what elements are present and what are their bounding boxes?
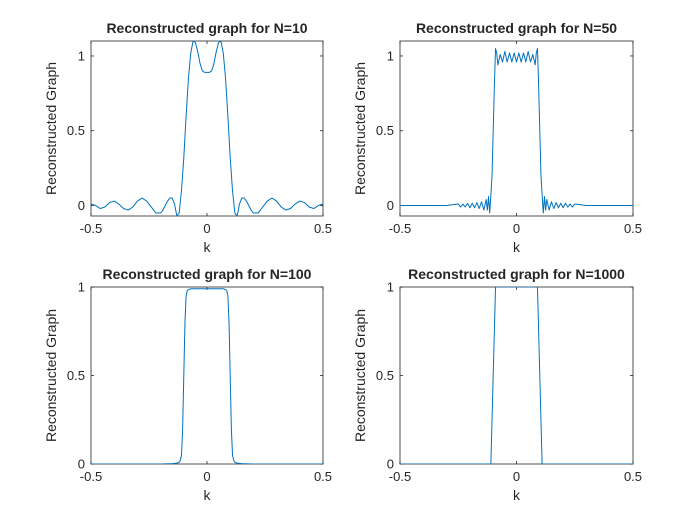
plot-area (399, 286, 634, 465)
y-tick-label: 1 (387, 280, 394, 295)
x-tick-label: 0.5 (314, 469, 332, 484)
chart-title: Reconstructed graph for N=1000 (408, 266, 625, 282)
plot-area (90, 40, 324, 217)
x-axis-label: k (204, 487, 212, 503)
x-tick-label: -0.5 (389, 221, 411, 236)
y-tick-label: 0.5 (376, 123, 394, 138)
x-tick-label: -0.5 (80, 469, 102, 484)
x-axis-label: k (513, 487, 521, 503)
x-tick-label: 0 (203, 221, 210, 236)
y-tick-label: 0 (78, 457, 85, 472)
y-axis-label: Reconstructed Graph (352, 309, 368, 442)
x-tick-label: 0.5 (314, 221, 332, 236)
chart-title: Reconstructed graph for N=100 (103, 266, 312, 282)
series-line (400, 47, 633, 214)
y-axis-label: Reconstructed Graph (43, 309, 59, 442)
x-tick-label: -0.5 (389, 469, 411, 484)
subplot-2: -0.5 0 0.5 0 0.5 1 Reconstructed graph for N=5… (352, 20, 642, 255)
plot-area (399, 40, 634, 217)
y-axis-label: Reconstructed Graph (43, 62, 59, 195)
y-tick-label: 1 (78, 280, 85, 295)
y-tick-label: 0 (387, 457, 394, 472)
x-tick-label: 0 (203, 469, 210, 484)
plot-area (90, 286, 324, 465)
y-tick-label: 0 (78, 198, 85, 213)
series-line (91, 288, 323, 464)
y-tick-label: 1 (387, 48, 394, 63)
y-tick-label: 0.5 (67, 123, 85, 138)
y-tick-label: 0 (387, 198, 394, 213)
subplot-1: -0.5 0 0.5 0 0.5 1 Reconstructed graph for N=1… (43, 20, 332, 255)
x-tick-label: 0.5 (624, 469, 642, 484)
x-tick-label: 0.5 (624, 221, 642, 236)
y-axis-label: Reconstructed Graph (352, 62, 368, 195)
x-axis-label: k (204, 239, 212, 255)
x-tick-label: -0.5 (80, 221, 102, 236)
x-tick-label: 0 (513, 221, 520, 236)
y-tick-label: 0.5 (67, 368, 85, 383)
series-line (91, 41, 323, 216)
chart-title: Reconstructed graph for N=10 (106, 20, 307, 36)
y-tick-label: 0.5 (376, 368, 394, 383)
y-tick-label: 1 (78, 48, 85, 63)
chart-title: Reconstructed graph for N=50 (416, 20, 617, 36)
x-tick-label: 0 (513, 469, 520, 484)
x-axis-label: k (513, 239, 521, 255)
